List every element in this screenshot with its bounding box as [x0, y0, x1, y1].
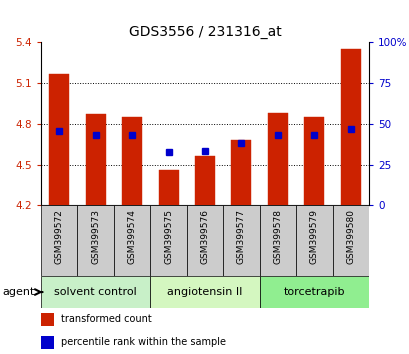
- Text: agent: agent: [2, 287, 34, 297]
- Bar: [195, 156, 214, 205]
- Bar: [41, 313, 54, 326]
- Bar: [122, 117, 142, 205]
- Bar: [150, 205, 187, 276]
- Text: torcetrapib: torcetrapib: [283, 287, 344, 297]
- Text: GSM399575: GSM399575: [164, 209, 173, 264]
- Text: angiotensin II: angiotensin II: [167, 287, 242, 297]
- Text: GSM399576: GSM399576: [200, 209, 209, 264]
- Bar: [77, 205, 114, 276]
- Text: GSM399574: GSM399574: [127, 209, 136, 264]
- Bar: [222, 205, 259, 276]
- Bar: [150, 276, 259, 308]
- Text: percentile rank within the sample: percentile rank within the sample: [61, 337, 225, 348]
- Bar: [259, 276, 368, 308]
- Bar: [340, 49, 360, 205]
- Bar: [187, 205, 222, 276]
- Bar: [41, 276, 150, 308]
- Text: solvent control: solvent control: [54, 287, 137, 297]
- Bar: [332, 205, 368, 276]
- Bar: [295, 205, 332, 276]
- Bar: [85, 114, 106, 205]
- Bar: [41, 205, 77, 276]
- Title: GDS3556 / 231316_at: GDS3556 / 231316_at: [128, 25, 281, 39]
- Bar: [49, 74, 69, 205]
- Bar: [259, 205, 295, 276]
- Bar: [41, 336, 54, 349]
- Bar: [303, 117, 324, 205]
- Text: GSM399572: GSM399572: [54, 209, 63, 264]
- Text: GSM399577: GSM399577: [236, 209, 245, 264]
- Text: GSM399579: GSM399579: [309, 209, 318, 264]
- Bar: [158, 170, 178, 205]
- Text: GSM399573: GSM399573: [91, 209, 100, 264]
- Text: GSM399578: GSM399578: [273, 209, 282, 264]
- Bar: [114, 205, 150, 276]
- Text: GSM399580: GSM399580: [346, 209, 355, 264]
- Bar: [267, 113, 287, 205]
- Text: transformed count: transformed count: [61, 314, 151, 325]
- Bar: [231, 140, 251, 205]
